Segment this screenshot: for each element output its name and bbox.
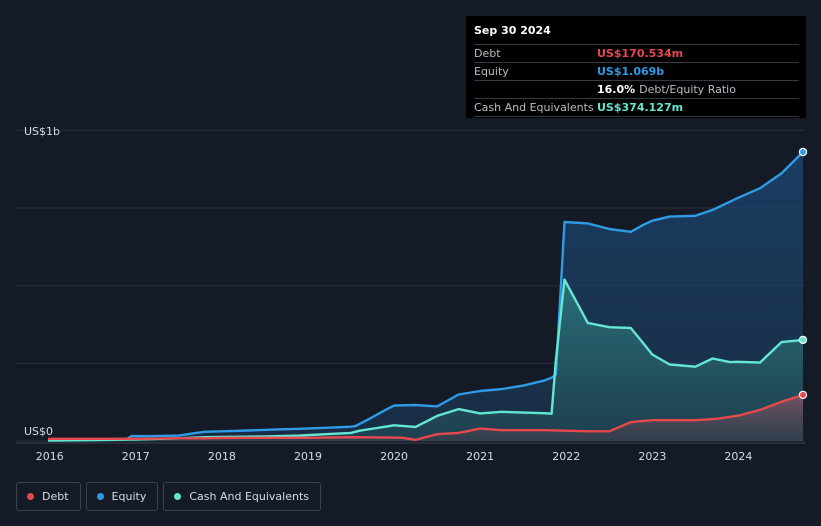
- debtline: [48, 393, 804, 442]
- y-tick-label-bottom: US$0: [24, 425, 53, 438]
- tooltip-ratio-label: [474, 81, 597, 98]
- tooltip-row-cash: Cash And Equivalents US$374.127m: [474, 99, 799, 117]
- series-areas: [48, 152, 803, 441]
- tooltip-cash-value: US$374.127m: [597, 101, 684, 114]
- tooltip: Sep 30 2024 Debt US$170.534m Equity US$1…: [466, 16, 806, 118]
- tooltip-ratio-number: 16.0%: [597, 83, 636, 96]
- x-tick-label: 2016: [36, 450, 64, 463]
- x-tick-label: 2020: [380, 450, 408, 463]
- legend-item-equity[interactable]: Equity: [85, 482, 159, 511]
- tooltip-ratio-value: 16.0% Debt/Equity Ratio: [597, 81, 736, 98]
- debtend-dot[interactable]: [798, 390, 808, 400]
- y-axis-labels: US$1b US$0: [24, 125, 60, 438]
- tooltip-equity-value: US$1.069b: [597, 65, 665, 78]
- x-tick-label: 2017: [122, 450, 150, 463]
- x-tick-label: 2021: [466, 450, 494, 463]
- equityend-dot[interactable]: [798, 147, 808, 157]
- legend-debt-dot-icon: [27, 493, 34, 500]
- equityline: [47, 151, 804, 441]
- x-tick-label: 2023: [638, 450, 666, 463]
- legend-equity-label: Equity: [111, 490, 147, 503]
- tooltip-row-ratio: 16.0% Debt/Equity Ratio: [474, 81, 799, 99]
- legend: Debt Equity Cash And Equivalents: [16, 482, 326, 511]
- legend-item-debt[interactable]: Debt: [16, 482, 81, 511]
- y-tick-label-top: US$1b: [24, 125, 60, 138]
- legend-equity-dot-icon: [96, 493, 104, 500]
- x-axis-labels: 2016 2017 2018 2019 2020 2021 2022 2023 2024: [36, 450, 753, 463]
- legend-cash-label: Cash And Equivalents: [189, 490, 309, 503]
- tooltip-row-debt: Debt US$170.534m: [474, 45, 799, 63]
- cash-and-equivalentsarea: [48, 279, 803, 441]
- series-end-markers: [798, 147, 808, 400]
- tooltip-debt-value: US$170.534m: [597, 47, 684, 60]
- x-tick-label: 2018: [208, 450, 236, 463]
- tooltip-date: Sep 30 2024: [474, 22, 799, 45]
- tooltip-equity-label: Equity: [474, 65, 509, 78]
- cash-and-equivalentsline: [47, 278, 804, 442]
- legend-debt-label: Debt: [42, 490, 69, 503]
- tooltip-ratio-caption: Debt/Equity Ratio: [639, 83, 736, 96]
- legend-item-cash[interactable]: Cash And Equivalents: [163, 482, 321, 511]
- x-tick-label: 2024: [724, 450, 752, 463]
- tooltip-cash-label: Cash And Equivalents: [474, 101, 594, 114]
- legend-cash-dot-icon: [174, 493, 182, 500]
- series-lines: [47, 151, 804, 442]
- tooltip-debt-label: Debt: [474, 47, 501, 60]
- x-tick-label: 2022: [552, 450, 580, 463]
- cash-and-equivalentsend-dot[interactable]: [798, 335, 808, 345]
- x-tick-label: 2019: [294, 450, 322, 463]
- tooltip-row-equity: Equity US$1.069b: [474, 63, 799, 81]
